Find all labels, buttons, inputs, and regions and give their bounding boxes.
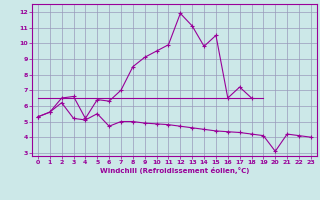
X-axis label: Windchill (Refroidissement éolien,°C): Windchill (Refroidissement éolien,°C) xyxy=(100,167,249,174)
